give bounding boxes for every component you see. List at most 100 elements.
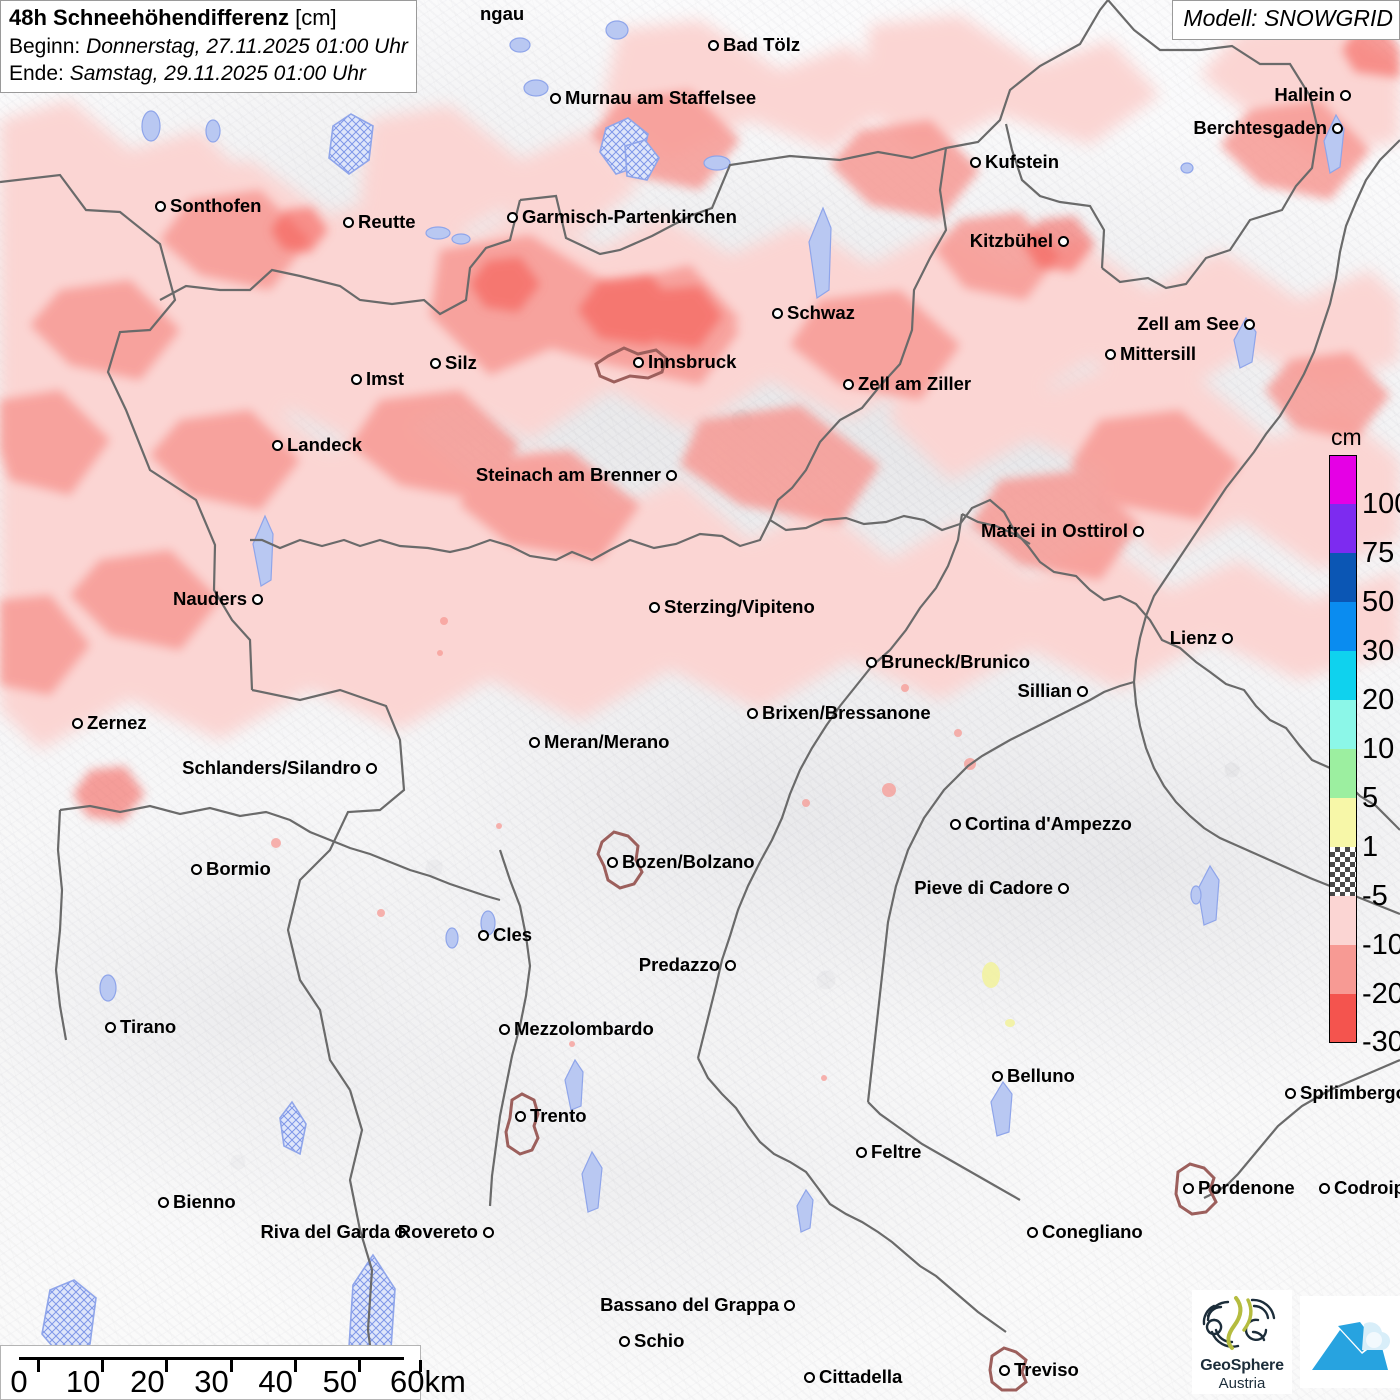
geosphere-logo: GeoSphere Austria: [1192, 1290, 1292, 1394]
scale-tick-2: [165, 1360, 169, 1372]
lakes-solid: [99, 20, 1345, 1233]
city-dot-icon: [1076, 685, 1088, 697]
legend-label--20: -20: [1362, 978, 1400, 1010]
city-label: Belluno: [1007, 1065, 1075, 1086]
city-label: Rovereto: [397, 1221, 478, 1242]
city-label: Kitzbühel: [969, 230, 1053, 251]
color-legend[interactable]: 100 75 50 30 20 10 5 1 -5 -10 -20 -30: [1329, 455, 1400, 1058]
legend-band-5[interactable]: 5: [1329, 749, 1378, 814]
scale-label-5: 50: [322, 1364, 358, 1399]
city-dot-icon: [707, 39, 719, 51]
legend-band-10[interactable]: 10: [1329, 700, 1394, 765]
legend-band--5[interactable]: -5: [1329, 847, 1388, 912]
weather-logo: [1300, 1296, 1400, 1388]
legend-band-50[interactable]: 50: [1329, 553, 1394, 618]
legend-band--10[interactable]: -10: [1329, 896, 1400, 961]
legend-label--5: -5: [1362, 880, 1388, 912]
legend-band--30[interactable]: -30: [1329, 994, 1400, 1058]
city-label: Bozen/Bolzano: [622, 851, 755, 872]
legend-band-20[interactable]: 20: [1329, 651, 1394, 716]
city-dot-icon: [1339, 89, 1351, 101]
city-dot-icon: [724, 959, 736, 971]
city-label: Zernez: [87, 712, 147, 733]
scale-tick-1: [101, 1360, 105, 1372]
mountain-cloud-icon: [1312, 1322, 1391, 1370]
legend-label-1: 1: [1362, 831, 1379, 863]
legend-band--20[interactable]: -20: [1329, 945, 1400, 1010]
scale-label-0: 0: [10, 1364, 28, 1399]
legend-unit-label: cm: [1331, 424, 1362, 450]
city-dot-icon: [482, 1226, 494, 1238]
scale-tick-5: [357, 1360, 361, 1372]
city-label: Mezzolombardo: [514, 1018, 654, 1039]
city-dot-icon: [865, 656, 877, 668]
city-dot-icon: [842, 378, 854, 390]
title-line: 48h Schneehöhendifferenz [cm]: [9, 4, 408, 33]
geosphere-name: GeoSphere: [1200, 1357, 1284, 1374]
city-label: Treviso: [1014, 1359, 1079, 1380]
legend-label-75: 75: [1362, 537, 1395, 569]
city-label: Zell am Ziller: [858, 373, 972, 394]
city-label: Silz: [445, 352, 477, 373]
city-label: Sonthofen: [170, 195, 262, 216]
begin-label: Beginn:: [9, 34, 81, 58]
legend-label-20: 20: [1362, 684, 1395, 716]
city-dot-icon: [342, 216, 354, 228]
city-dot-icon: [1104, 348, 1116, 360]
city-dot-icon: [104, 1021, 116, 1033]
city-label: Pieve di Cadore: [914, 877, 1053, 898]
city-dot-icon: [1284, 1087, 1296, 1099]
legend-band-75[interactable]: 75: [1329, 504, 1394, 569]
begin-line: Beginn: Donnerstag, 27.11.2025 01:00 Uhr: [9, 33, 408, 60]
water-bodies: [41, 113, 660, 1379]
city-label: Hallein: [1274, 84, 1335, 105]
city-dot-icon: [783, 1299, 795, 1311]
city-dot-icon: [1057, 235, 1069, 247]
city-dot-icon: [969, 156, 981, 168]
city-label: Mittersill: [1120, 343, 1197, 364]
city-label: Pordenone: [1198, 1177, 1295, 1198]
legend-label--10: -10: [1362, 929, 1400, 961]
legend-band-30[interactable]: 30: [1329, 602, 1394, 667]
city-label: Bruneck/Brunico: [881, 651, 1031, 672]
city-dot-icon: [771, 307, 783, 319]
city-label: Innsbruck: [648, 351, 737, 372]
begin-value: Donnerstag, 27.11.2025 01:00 Uhr: [86, 34, 408, 58]
city-dot-icon: [1318, 1182, 1330, 1194]
city-dot-icon: [528, 736, 540, 748]
city-dot-icon: [1331, 122, 1343, 134]
city-dot-icon: [1182, 1182, 1194, 1194]
city-label: Schlanders/Silandro: [182, 757, 361, 778]
snow-diff-band-minus10: [0, 15, 1400, 750]
city-label: Cortina d'Ampezzo: [965, 813, 1132, 834]
city-dot-icon: [154, 200, 166, 212]
legend-label-5: 5: [1362, 782, 1379, 814]
scale-label-6: 60km: [390, 1364, 466, 1399]
city-dot-icon: [991, 1070, 1003, 1082]
city-label: Bienno: [173, 1191, 236, 1212]
city-dot-icon: [157, 1196, 169, 1208]
scale-bar-line: [19, 1357, 422, 1372]
legend-band-100[interactable]: 100: [1329, 455, 1400, 520]
city-label: Reutte: [358, 211, 416, 232]
city-label: Schwaz: [787, 302, 855, 323]
city-label: Trento: [530, 1105, 587, 1126]
scale-label-2: 20: [130, 1364, 165, 1399]
scale-bar: 0 10 20 30 40 50 60km: [0, 1345, 466, 1400]
city-boundary-outlines: [504, 346, 1218, 1392]
city-label: Landeck: [287, 434, 363, 455]
city-dot-icon: [665, 469, 677, 481]
legend-label-30: 30: [1362, 635, 1395, 667]
city-dot-icon: [71, 717, 83, 729]
city-label: Codroipo: [1334, 1177, 1400, 1198]
scale-tick-4: [293, 1360, 297, 1372]
legend-band-1[interactable]: 1: [1329, 798, 1378, 863]
legend-label-50: 50: [1362, 586, 1395, 618]
end-value: Samstag, 29.11.2025 01:00 Uhr: [69, 61, 366, 85]
city-dot-icon: [477, 929, 489, 941]
city-label: Schio: [634, 1330, 685, 1351]
city-dot-icon: [949, 818, 961, 830]
